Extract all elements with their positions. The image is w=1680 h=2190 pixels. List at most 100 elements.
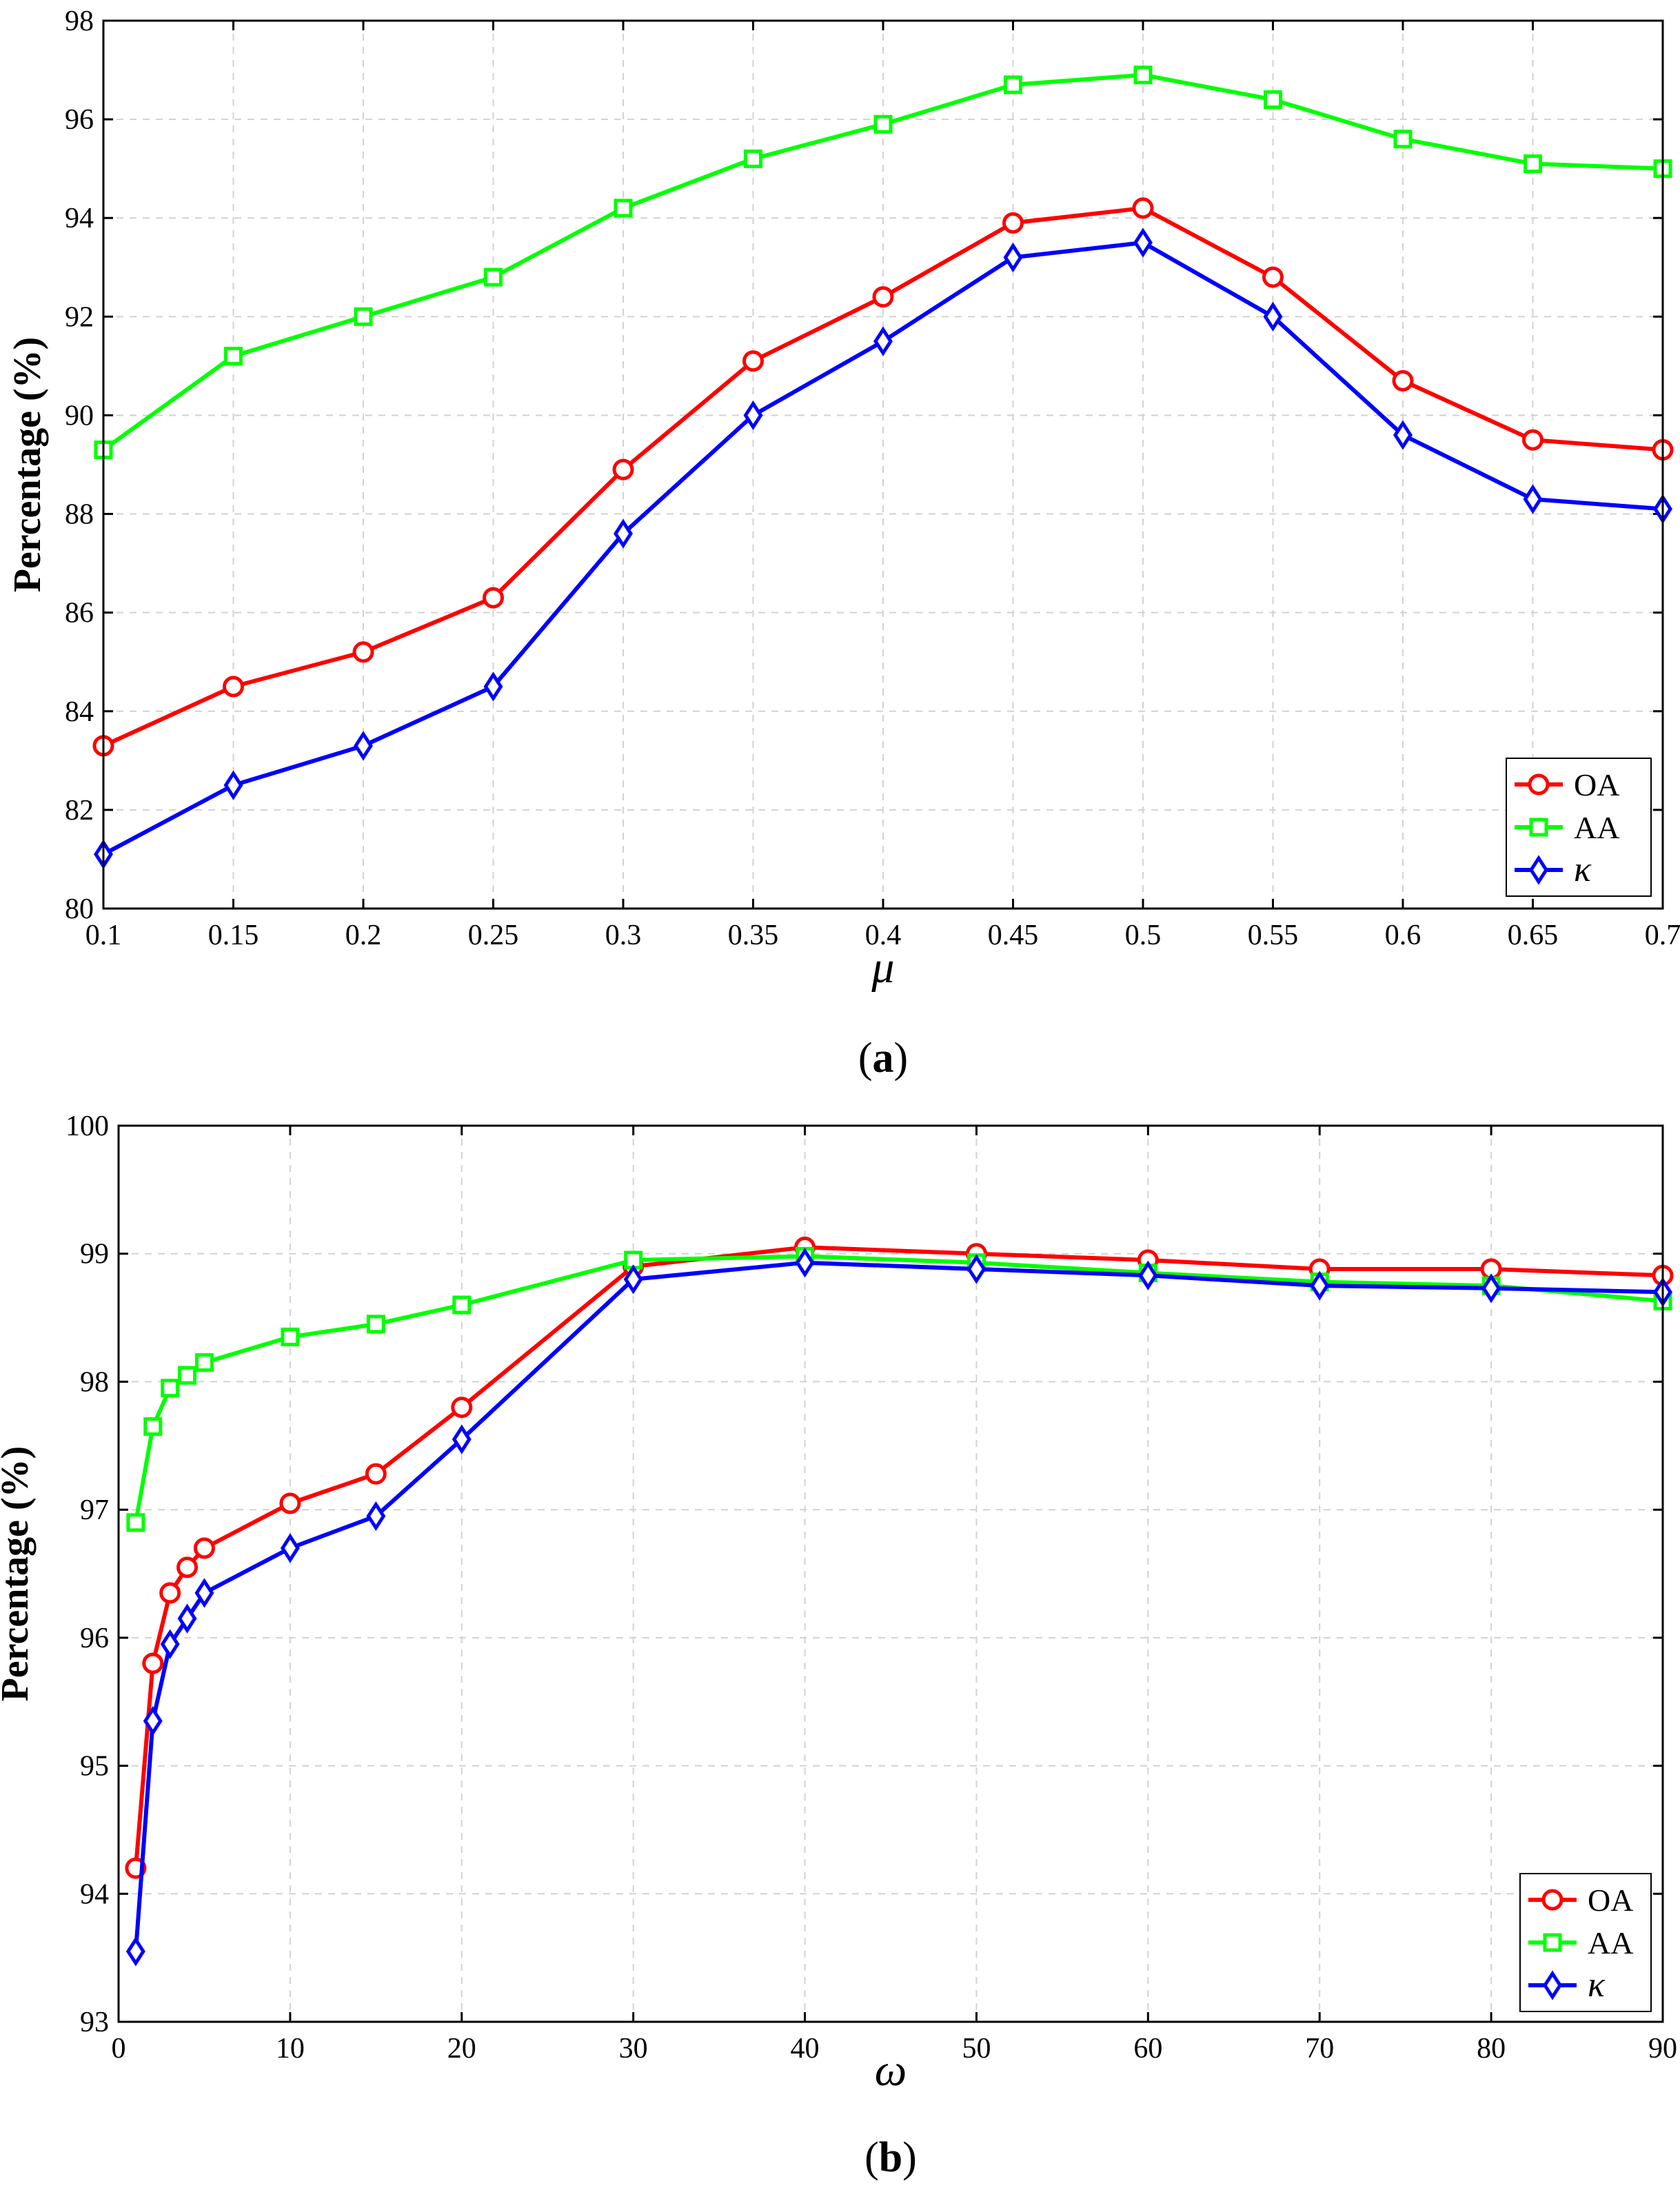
x-tick-label: 70: [1305, 2033, 1334, 2065]
legend: OA AA κ: [1519, 1873, 1652, 2012]
data-point: [1523, 484, 1543, 514]
legend-label: κ: [1574, 850, 1592, 889]
data-point: [194, 1353, 214, 1372]
data-point: [1310, 1270, 1330, 1301]
data-point: [872, 286, 894, 308]
data-point: [795, 1248, 815, 1278]
data-point: [193, 1537, 215, 1559]
x-tick-label: 80: [1477, 2033, 1506, 2065]
y-tick-label: 84: [65, 696, 94, 728]
data-point: [1481, 1273, 1501, 1304]
x-tick-label: 0.2: [345, 920, 382, 951]
data-point: [281, 1327, 300, 1346]
data-point: [1264, 90, 1282, 109]
data-point: [143, 1705, 163, 1736]
y-tick-label: 94: [65, 203, 94, 234]
data-point: [1392, 369, 1414, 392]
x-tick-label: 90: [1648, 2033, 1677, 2065]
data-point: [452, 1424, 472, 1454]
data-point: [1262, 266, 1284, 288]
data-point: [1004, 75, 1022, 94]
legend-entry: κ: [1515, 850, 1592, 889]
series-1: [126, 1246, 1672, 1532]
y-tick-label: 99: [80, 1239, 109, 1270]
legend-label: AA: [1588, 1925, 1633, 1960]
x-tick-label: 0.4: [865, 920, 902, 951]
x-tick-label: 0.35: [728, 920, 779, 951]
y-tick-label: 96: [80, 1623, 109, 1654]
chart-panel-a: 0.1 0.15 0.2 0.25 0.3 0.35 0.4 0.45 0.5 0.55 0.6 0.…: [6, 6, 1680, 1082]
legend-label: OA: [1574, 767, 1619, 802]
y-tick-label: 100: [65, 1111, 109, 1142]
x-tick-label: 50: [962, 2033, 991, 2065]
data-point: [194, 1578, 214, 1608]
data-point: [966, 1254, 986, 1284]
x-tick-label: 0.6: [1385, 920, 1421, 951]
data-point: [1393, 420, 1413, 450]
y-tick-label: 98: [80, 1366, 109, 1398]
data-point: [354, 731, 373, 761]
x-tick-label: 20: [447, 2033, 476, 2065]
data-point: [143, 1417, 163, 1436]
y-axis-title: Percentage (%): [6, 337, 49, 593]
x-tick-label: 60: [1133, 2033, 1162, 2065]
data-point: [125, 1936, 145, 1967]
x-tick-label: 0.3: [605, 920, 642, 951]
x-tick-label: 0.55: [1248, 920, 1299, 951]
legend-marker: [1541, 1889, 1563, 1911]
series-0: [92, 197, 1674, 757]
y-tick-label: 96: [65, 104, 94, 136]
series-line: [133, 1245, 1663, 1869]
y-tick-label: 90: [65, 400, 94, 432]
legend-entry: AA: [1515, 810, 1619, 845]
data-point: [224, 347, 243, 366]
caption-open: (: [858, 1035, 873, 1082]
legend-entry: κ: [1528, 1965, 1606, 2005]
series-0: [125, 1236, 1674, 1879]
data-point: [744, 149, 762, 168]
caption-letter: a: [873, 1035, 894, 1082]
x-tick-label: 0.5: [1125, 920, 1162, 951]
data-point: [161, 1379, 180, 1398]
plot-frame: [102, 19, 1664, 910]
x-tick-label: 0.1: [85, 920, 122, 951]
data-point: [1263, 301, 1283, 332]
data-point: [1133, 65, 1153, 85]
caption-open: (: [864, 2134, 879, 2181]
data-point: [483, 587, 504, 609]
x-tick-label: 0.7: [1645, 920, 1680, 951]
legend: OA AA κ: [1506, 758, 1652, 897]
legend-marker: [1543, 1970, 1562, 2000]
data-point: [177, 1603, 197, 1634]
data-point: [365, 1463, 387, 1485]
data-point: [366, 1501, 386, 1532]
grid-lines: [103, 21, 1663, 909]
plot-frame: [117, 1124, 1664, 2023]
x-tick-label: 0.65: [1508, 920, 1559, 951]
data-point: [126, 1513, 145, 1532]
panel-caption: (a): [858, 1035, 908, 1082]
legend-marker: [1529, 855, 1548, 885]
y-tick-label: 95: [80, 1751, 109, 1783]
x-axis-title: ω: [875, 2045, 907, 2096]
panel-caption: (b): [864, 2134, 917, 2181]
y-tick-label: 93: [80, 2007, 109, 2038]
legend-entry: AA: [1528, 1925, 1633, 1960]
caption-close: ): [902, 2134, 917, 2181]
data-point: [1522, 429, 1544, 451]
data-point: [873, 326, 893, 356]
legend-entry: OA: [1528, 1883, 1633, 1918]
caption-letter: b: [879, 2134, 902, 2181]
data-point: [1003, 242, 1023, 273]
data-point: [1138, 1260, 1158, 1290]
x-tick-label: 0: [112, 2033, 126, 2065]
data-point: [354, 307, 373, 326]
data-point: [612, 458, 634, 480]
legend-entry: OA: [1515, 767, 1619, 802]
data-point: [1393, 130, 1413, 149]
data-point: [279, 1492, 301, 1514]
x-tick-label: 0.15: [208, 920, 259, 951]
y-tick-label: 98: [65, 6, 94, 37]
data-point: [176, 1557, 199, 1579]
